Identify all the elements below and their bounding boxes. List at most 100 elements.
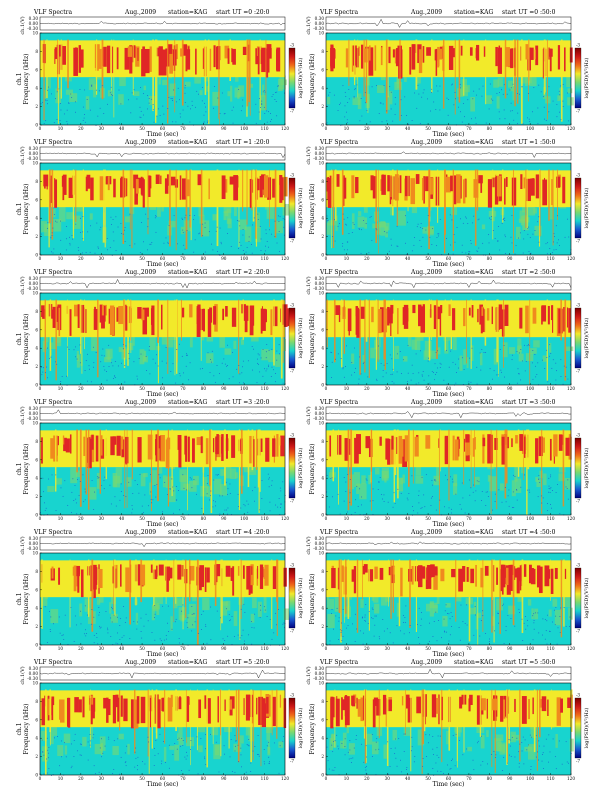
noise-speckle [386,232,388,234]
noise-speckle [504,236,506,238]
emission-burst [225,179,228,193]
noise-speckle [423,379,425,381]
noise-speckle [492,99,494,101]
noise-speckle [565,625,567,627]
spectral-patch [163,746,167,762]
sferic-streak [347,429,350,511]
x-tick-label: 20 [364,646,370,651]
spectral-patch [558,473,565,482]
y-tick-label: 8 [321,49,324,54]
noise-speckle [554,624,556,626]
noise-speckle [215,741,217,743]
noise-speckle [283,226,285,228]
noise-speckle [69,236,70,238]
spectral-patch [219,334,225,348]
emission-burst [54,179,58,208]
y-axis-label: Frequency (kHz) [309,313,316,364]
panel-date: Aug.,2009 [410,399,442,406]
noise-speckle [378,481,380,482]
sferic-streak [119,689,121,731]
noise-speckle [450,612,452,613]
noise-speckle [519,612,520,613]
noise-speckle [476,94,477,96]
noise-speckle [89,744,91,746]
noise-speckle [520,349,522,350]
panel-station: station=KAG [454,9,493,16]
spectral-patch [177,733,183,741]
noise-speckle [364,614,366,616]
noise-speckle [343,249,345,251]
panel-start-time: start UT =2 :20:0 [216,269,270,276]
sferic-streak [200,169,203,237]
noise-speckle [530,766,532,767]
emission-burst [532,307,537,324]
noise-speckle [418,502,420,504]
emission-band [40,170,285,208]
noise-speckle [205,626,207,627]
x-tick-label: 30 [99,256,105,261]
waveform-tick-label: -0.30 [27,546,38,551]
spectral-patch [250,613,255,623]
noise-speckle [273,632,275,634]
emission-burst [115,694,119,708]
noise-speckle [469,357,471,359]
emission-burst [335,305,341,316]
noise-speckle [182,219,183,220]
noise-speckle [494,493,496,495]
spectral-patch [155,594,164,604]
noise-speckle [501,223,503,224]
noise-speckle [104,476,106,478]
x-tick-label: 90 [221,516,227,521]
noise-speckle [526,489,528,491]
emission-burst [438,694,440,725]
noise-speckle [189,362,191,364]
noise-speckle [124,622,126,623]
noise-speckle [504,220,506,221]
noise-speckle [58,88,60,90]
noise-speckle [147,249,149,251]
noise-speckle [378,482,380,483]
emission-burst [54,47,59,60]
sferic-streak [90,689,91,748]
noise-speckle [119,618,121,620]
x-tick-label: 50 [139,516,145,521]
noise-speckle [172,121,174,123]
x-tick-label: 60 [160,256,166,261]
x-tick-label: 80 [201,646,207,651]
emission-burst [496,175,502,197]
noise-speckle [567,120,569,122]
spectral-patch [380,74,386,81]
noise-speckle [436,245,438,247]
noise-speckle [473,90,475,92]
noise-speckle [396,245,398,247]
noise-speckle [343,218,345,220]
noise-speckle [49,610,50,612]
noise-speckle [84,89,85,91]
noise-speckle [555,615,557,617]
panel-title: VLF Spectra [33,529,73,536]
sferic-streak [512,559,515,626]
noise-speckle [433,372,434,373]
noise-speckle [136,375,138,377]
noise-speckle [567,92,568,94]
noise-speckle [97,476,99,478]
spectral-patch [362,355,366,363]
noise-speckle [409,625,411,626]
channel-label: ch.1 [16,73,23,86]
noise-speckle [161,763,162,765]
noise-speckle [349,492,351,494]
noise-speckle [504,118,506,120]
noise-speckle [96,637,98,638]
emission-burst [439,307,442,336]
noise-speckle [460,508,462,510]
spectral-patch [414,334,421,351]
spectral-patch [49,720,58,736]
noise-speckle [446,631,447,633]
spectral-patch [96,472,101,489]
noise-speckle [266,110,268,112]
noise-speckle [516,489,518,491]
spectral-patch [357,216,365,228]
noise-speckle [263,761,265,763]
noise-speckle [348,88,350,90]
